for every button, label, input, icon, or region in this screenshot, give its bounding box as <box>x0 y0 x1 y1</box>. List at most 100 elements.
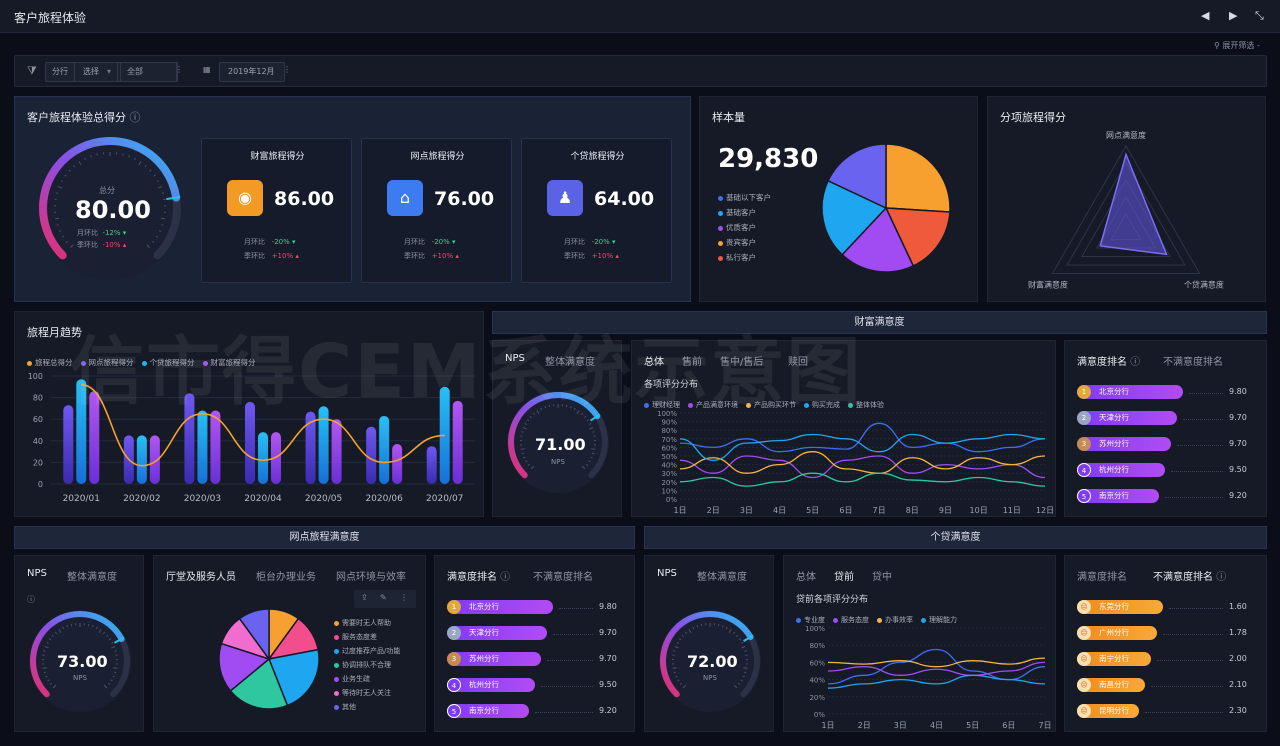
gauge-tick <box>58 629 62 634</box>
branch-filter[interactable]: 分行 选择 ▾ 全部 <box>45 62 178 82</box>
trend-title: 旅程月趋势 <box>27 326 82 339</box>
more-icon[interactable]: ⋮ <box>175 65 183 74</box>
medal-icon: 4 <box>1077 463 1091 477</box>
tab-item[interactable]: 柜台办理业务 <box>256 572 316 583</box>
rank-row[interactable]: 苏州分行 3 9.70 <box>1077 437 1257 453</box>
branch-unrank-tab[interactable]: 不满意度排名 <box>533 572 593 583</box>
rank-row[interactable]: 南昌分行 ☹4 2.10 <box>1077 678 1257 694</box>
wealth-rank-tab[interactable]: 满意度排名 ⓘ <box>1077 357 1141 368</box>
branch-value[interactable]: 全部 <box>120 62 178 82</box>
fullscreen-icon[interactable]: ⤡ <box>1255 9 1264 22</box>
branch-rank-tab[interactable]: 满意度排名 ⓘ <box>447 572 511 583</box>
prev-icon[interactable]: ◀ <box>1201 9 1210 22</box>
tab-item[interactable]: 总体 <box>644 357 664 368</box>
gauge-tick <box>672 667 677 669</box>
y-tick-label: 80% <box>809 642 825 650</box>
gauge-tick <box>47 679 50 682</box>
gauge-tick <box>61 235 65 238</box>
journey-card[interactable]: 财富旅程得分 ◉ 86.00 月环比 -20% ▾ 季环比 +10% ▴ <box>201 138 352 283</box>
rank-row[interactable]: 天津分行 2 9.70 <box>1077 411 1257 427</box>
rank-row[interactable]: 昆明分行 ☹5 2.30 <box>1077 704 1257 720</box>
branch-nps-tab[interactable]: NPS <box>27 568 47 579</box>
tab-item[interactable]: 网点环境与效率 <box>336 572 406 583</box>
rank-row[interactable]: 杭州分行 4 9.50 <box>447 678 627 694</box>
gauge-tick <box>521 431 524 433</box>
more-icon[interactable]: ⋮ <box>400 593 408 602</box>
rank-row[interactable]: 南宁分行 ☹3 2.00 <box>1077 652 1257 668</box>
date-filter[interactable]: 2019年12月 <box>219 62 285 82</box>
trend-bar <box>392 444 403 484</box>
y-tick-label: 90% <box>661 419 677 427</box>
loan-rank-tab[interactable]: 满意度排名 <box>1077 572 1127 583</box>
branch-overall-tab[interactable]: 整体满意度 <box>67 572 117 583</box>
gauge-tick <box>153 174 156 177</box>
wealth-nps-tab[interactable]: NPS <box>505 353 525 364</box>
gauge-tick <box>678 638 682 641</box>
y-tick-label: 20% <box>661 479 677 487</box>
gauge-tick <box>732 631 736 634</box>
y-tick-label: 20 <box>33 458 43 467</box>
rank-row[interactable]: 广州分行 ☹2 1.78 <box>1077 626 1257 642</box>
gauge-tick <box>696 625 699 628</box>
filter-icon: ⚲ <box>1214 41 1220 50</box>
help-icon[interactable]: ⓘ <box>129 111 141 124</box>
sample-pie-slice <box>841 206 915 273</box>
rank-row[interactable]: 杭州分行 4 9.50 <box>1077 463 1257 479</box>
trend-bar <box>426 446 437 484</box>
tab-item[interactable]: 总体 <box>796 572 816 583</box>
rank-row[interactable]: 东莞分行 ☹1 1.60 <box>1077 600 1257 616</box>
medal-icon: 2 <box>447 626 461 640</box>
rank-score: 1.78 <box>1229 628 1247 637</box>
legend-item: 产品购买环节 <box>746 401 796 409</box>
tab-item[interactable]: 售前 <box>682 357 702 368</box>
x-tick-label: 2日 <box>707 506 720 515</box>
loan-rank-panel: 满意度排名 不满意度排名 ⓘ 东莞分行 ☹1 1.60 广州分行 ☹2 1.78… <box>1064 555 1267 732</box>
tab-item[interactable]: 贷中 <box>872 572 892 583</box>
branch-select[interactable]: 选择 <box>74 62 118 82</box>
tab-item[interactable]: 贷前 <box>834 572 854 583</box>
tab-item[interactable]: 售中/售后 <box>720 357 764 368</box>
trend-bar <box>366 426 377 484</box>
radar-grid <box>1051 144 1201 274</box>
upload-icon[interactable]: ⇪ <box>361 593 368 602</box>
gauge-tick <box>161 192 165 194</box>
tab-item[interactable]: 赎回 <box>788 357 808 368</box>
rank-leader <box>1183 419 1223 420</box>
sample-value: 29,830 <box>718 144 819 174</box>
rank-row[interactable]: 南京分行 5 9.20 <box>447 704 627 720</box>
journey-card[interactable]: 个贷旅程得分 ♟ 64.00 月环比 -20% ▾ 季环比 +10% ▴ <box>521 138 672 283</box>
loan-overall-tab[interactable]: 整体满意度 <box>697 572 747 583</box>
gauge-tick <box>58 230 62 232</box>
x-tick-label: 4日 <box>773 506 786 515</box>
help-icon[interactable]: ⓘ <box>27 595 35 604</box>
trend-panel: 旅程月趋势 旅程总得分 网点旅程得分 个贷旅程得分 财富旅程得分 0 20 40 60 80 1… <box>14 311 484 517</box>
edit-icon[interactable]: ✎ <box>380 593 387 602</box>
gauge-tick <box>540 407 543 411</box>
x-tick-label: 2020/02 <box>123 494 160 504</box>
line-series <box>827 661 1046 676</box>
tab-item[interactable]: 厅堂及服务人员 <box>166 572 236 583</box>
rank-bar: 南京分行 <box>1077 489 1159 503</box>
rank-row[interactable]: 南京分行 5 9.20 <box>1077 489 1257 505</box>
x-tick-label: 2日 <box>858 721 871 730</box>
wealth-overall-tab[interactable]: 整体满意度 <box>545 357 595 368</box>
rank-row[interactable]: 苏州分行 3 9.70 <box>447 652 627 668</box>
rank-row[interactable]: 天津分行 2 9.70 <box>447 626 627 642</box>
wealth-unrank-tab[interactable]: 不满意度排名 <box>1163 357 1223 368</box>
gauge-tick <box>55 192 59 194</box>
loan-unrank-tab[interactable]: 不满意度排名 ⓘ <box>1153 572 1227 583</box>
loan-nps-tab[interactable]: NPS <box>657 568 677 579</box>
branch-pie-panel: 厅堂及服务人员 柜台办理业务 网点环境与效率 ⇪ ✎ ⋮ 需要时无人帮助 服务态度差过… <box>153 555 426 732</box>
help-icon: ⓘ <box>500 572 511 583</box>
rank-score: 9.80 <box>1229 387 1247 396</box>
next-icon[interactable]: ▶ <box>1229 9 1238 22</box>
more-icon[interactable]: ⋮ <box>283 65 291 74</box>
gauge-tick <box>155 235 159 238</box>
medal-icon: 5 <box>1077 489 1091 503</box>
rank-row[interactable]: 北京分行 1 9.80 <box>447 600 627 616</box>
legend-item: 理解能力 <box>921 616 957 624</box>
journey-card[interactable]: 网点旅程得分 ⌂ 76.00 月环比 -20% ▾ 季环比 +10% ▴ <box>361 138 512 283</box>
expand-filter-button[interactable]: ⚲ 展开筛选 - <box>1214 41 1260 50</box>
rank-row[interactable]: 北京分行 1 9.80 <box>1077 385 1257 401</box>
trend-bar <box>245 401 255 484</box>
